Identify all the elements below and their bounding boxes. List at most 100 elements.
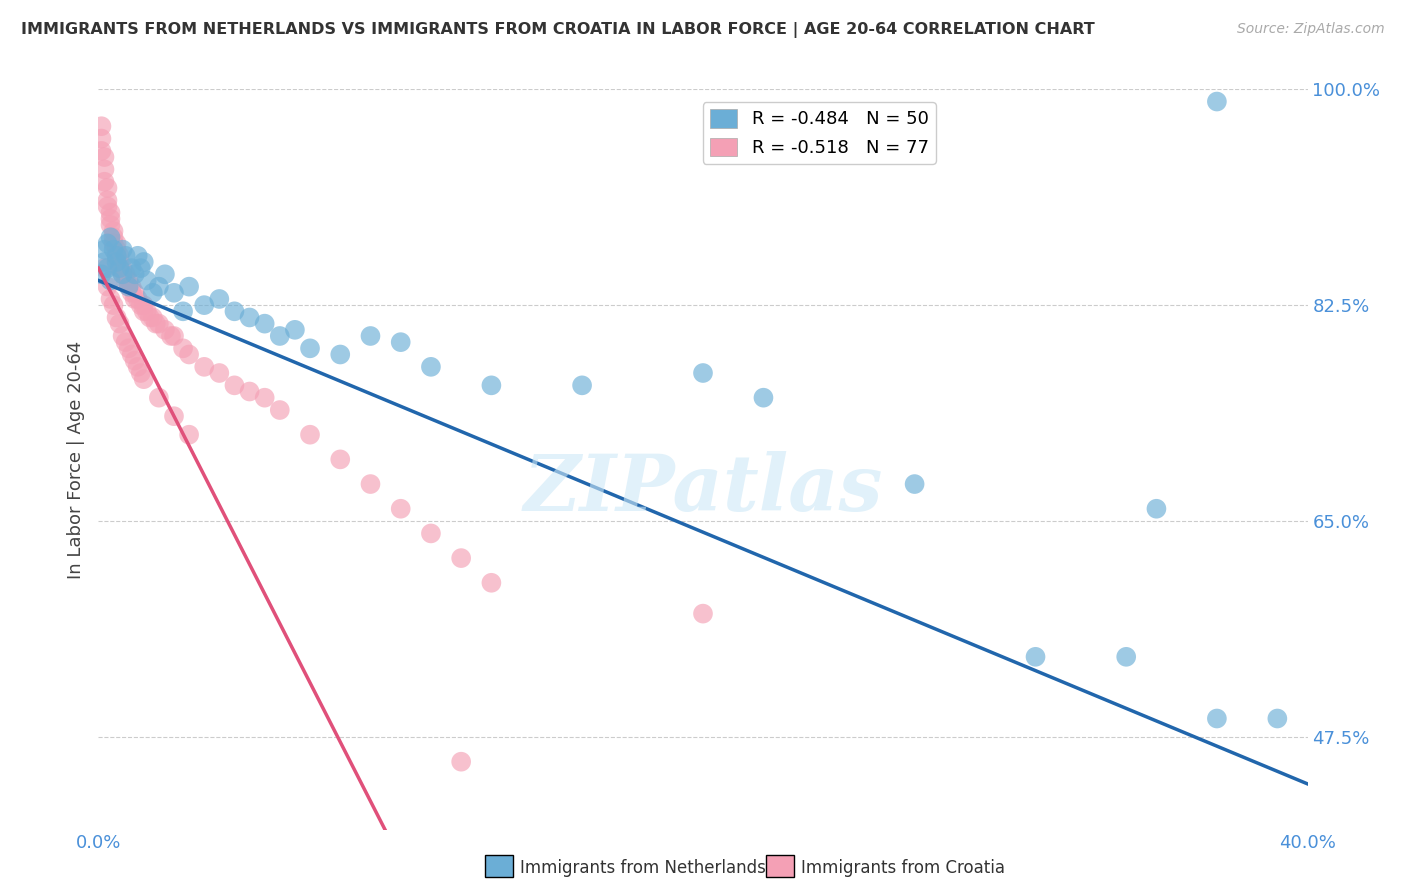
Point <box>360 477 382 491</box>
Point <box>450 755 472 769</box>
Point <box>239 384 262 399</box>
Point <box>1024 649 1046 664</box>
Point <box>129 366 152 380</box>
Point <box>100 292 122 306</box>
Point <box>93 150 115 164</box>
Point <box>284 323 307 337</box>
Legend: R = -0.484   N = 50, R = -0.518   N = 77: R = -0.484 N = 50, R = -0.518 N = 77 <box>703 102 936 164</box>
Point <box>105 236 128 251</box>
Point <box>108 249 131 263</box>
Point <box>179 347 201 361</box>
Point <box>121 347 143 361</box>
Point <box>93 261 115 276</box>
Text: ZIPatlas: ZIPatlas <box>523 450 883 527</box>
Point <box>148 317 170 331</box>
Point <box>145 317 167 331</box>
Point <box>114 268 136 282</box>
Point <box>114 249 136 263</box>
Point <box>163 409 186 424</box>
Point <box>193 359 215 374</box>
Point <box>118 279 141 293</box>
Point <box>114 273 136 287</box>
Point <box>1206 712 1229 726</box>
Point <box>111 329 134 343</box>
Point <box>179 427 201 442</box>
Point <box>253 391 276 405</box>
Y-axis label: In Labor Force | Age 20-64: In Labor Force | Age 20-64 <box>66 340 84 579</box>
Point <box>1267 712 1289 726</box>
Point <box>269 329 291 343</box>
Point <box>103 298 125 312</box>
Point <box>153 323 176 337</box>
Point <box>93 175 115 189</box>
Point <box>132 255 155 269</box>
Point <box>111 268 134 282</box>
Point <box>389 335 412 350</box>
Point <box>692 607 714 621</box>
Point <box>148 391 170 405</box>
Point <box>90 144 112 158</box>
Point <box>193 298 215 312</box>
Point <box>129 298 152 312</box>
Point <box>179 279 201 293</box>
Point <box>105 249 128 263</box>
Point <box>132 304 155 318</box>
Point <box>96 236 118 251</box>
Point <box>139 310 162 325</box>
Point <box>450 551 472 566</box>
Point <box>329 347 352 361</box>
Point <box>299 341 322 355</box>
Point <box>93 255 115 269</box>
Point <box>103 230 125 244</box>
Point <box>389 501 412 516</box>
Point <box>329 452 352 467</box>
Point <box>100 230 122 244</box>
Point <box>96 199 118 213</box>
Point <box>105 249 128 263</box>
Text: Immigrants from Netherlands: Immigrants from Netherlands <box>520 859 766 877</box>
Point <box>172 341 194 355</box>
Point <box>172 304 194 318</box>
Point <box>224 378 246 392</box>
Point <box>360 329 382 343</box>
Point <box>692 366 714 380</box>
Point <box>752 391 775 405</box>
Point <box>100 218 122 232</box>
Point <box>100 273 122 287</box>
Point <box>124 285 146 300</box>
Point <box>208 292 231 306</box>
Point <box>1206 95 1229 109</box>
Point <box>160 329 183 343</box>
Point <box>108 255 131 269</box>
Point <box>163 329 186 343</box>
Point <box>108 261 131 276</box>
Point <box>108 261 131 276</box>
Point <box>135 304 157 318</box>
Point <box>100 205 122 219</box>
Point <box>118 341 141 355</box>
Text: Immigrants from Croatia: Immigrants from Croatia <box>801 859 1005 877</box>
Point <box>105 255 128 269</box>
Point <box>96 261 118 276</box>
Point <box>90 119 112 133</box>
Point <box>105 243 128 257</box>
Point <box>269 403 291 417</box>
Point <box>93 243 115 257</box>
Point <box>124 268 146 282</box>
Point <box>103 236 125 251</box>
Point <box>100 211 122 226</box>
Point <box>108 317 131 331</box>
Point <box>127 292 149 306</box>
Point <box>111 243 134 257</box>
Point <box>148 279 170 293</box>
Point <box>118 273 141 287</box>
Point <box>239 310 262 325</box>
Point <box>127 249 149 263</box>
Point <box>132 372 155 386</box>
Point <box>571 378 593 392</box>
Point <box>124 292 146 306</box>
Point <box>121 285 143 300</box>
Point <box>111 261 134 276</box>
Point <box>163 285 186 300</box>
Point <box>127 359 149 374</box>
